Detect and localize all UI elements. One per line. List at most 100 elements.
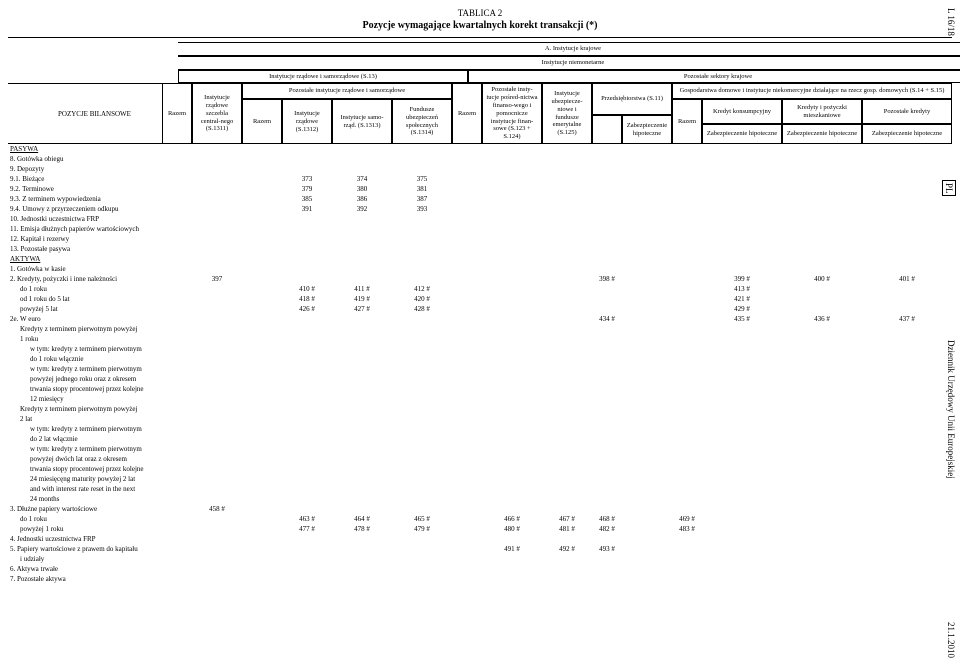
cell: 478 # [332,524,392,534]
row-2e3c: trwania stopy procentowej przez kolejne [8,384,162,394]
cell: 410 # [282,284,332,294]
cell: 421 # [702,294,782,304]
cell: 379 [282,184,332,194]
cell: 393 [392,204,452,214]
page-date: 21.1.2010 [942,622,956,658]
cell: 386 [332,194,392,204]
row-2e4b: 2 lat [8,414,162,424]
hdr-razem-1: Razem [162,83,192,144]
row-2: 2. Kredyty, pożyczki i inne należności [8,274,162,284]
cell: 373 [282,174,332,184]
row-2a: do 1 roku [8,284,162,294]
hdr-col2c: Instytucje samo-rząd. (S.1313) [332,99,392,144]
cell: 464 # [332,514,392,524]
cell: 465 # [392,514,452,524]
cell: 387 [392,194,452,204]
row-94: 9.4. Umowy z przyrzeczeniem odkupu [8,204,162,214]
row-3: 3. Dłużne papiery wartościowe [8,504,162,514]
row-2e6: w tym: kredyty z terminem pierwotnym [8,444,162,454]
row-8: 8. Gotówka obiegu [8,154,162,164]
hdr-col2a: Razem [242,99,282,144]
cell: 380 [332,184,392,194]
row-2b: od 1 roku do 5 lat [8,294,162,304]
table-title: Pozycje wymagające kwartalnych korekt tr… [8,20,952,31]
hdr-col3: Razem [452,83,482,144]
row-2e5: w tym: kredyty z terminem pierwotnym [8,424,162,434]
data-table: 373374375 379380381 385386387 391392393 … [162,144,952,584]
title-area: TABLICA 2 Pozycje wymagające kwartalnych… [8,8,952,31]
cell: 391 [282,204,332,214]
cell: 483 # [672,524,702,534]
hdr-col7a: Razem [672,99,702,144]
row-labels: PASYWA 8. Gotówka obiegu 9. Depozyty 9.1… [8,144,162,584]
row-2e: 2e. W euro [8,314,162,324]
cell: 480 # [482,524,542,534]
cell: 481 # [542,524,592,534]
row-2e6e: and with interest rate reset in the next [8,484,162,494]
row-pasywa: PASYWA [8,144,162,154]
row-2e3: w tym: kredyty z terminem pierwotnym [8,364,162,374]
cell: 398 # [592,274,622,284]
row-11: 11. Emisja dłużnych papierów wartościowy… [8,224,162,234]
cell: 399 # [702,274,782,284]
row-93: 9.3. Z terminem wypowiedzenia [8,194,162,204]
cell: 458 # [192,504,242,514]
row-2e1: Kredyty z terminem pierwotnym powyżej [8,324,162,334]
page-ref: L 16/18 [942,8,956,36]
cell: 397 [192,274,242,284]
cell: 492 # [542,544,592,554]
hdr-inst-rzad: Instytucje rządowe i samorządowe (S.13) [178,70,468,84]
cell: 436 # [782,314,862,324]
cell: 420 # [392,294,452,304]
row-9: 9. Depozyty [8,164,162,174]
row-2e6b: powyżej dwóch lat oraz z okresem [8,454,162,464]
cell: 469 # [672,514,702,524]
hdr-col7c2: Zabezpieczenie hipoteczne [782,124,862,144]
cell: 412 # [392,284,452,294]
cell: 466 # [482,514,542,524]
cell: 437 # [862,314,952,324]
cell: 429 # [702,304,782,314]
side-margin: L 16/18 PL Dziennik Urzędowy Unii Europe… [942,8,956,658]
cell: 374 [332,174,392,184]
cell: 435 # [702,314,782,324]
row-91: 9.1. Bieżące [8,174,162,184]
row-2e2b: do 1 roku włącznie [8,354,162,364]
row-7: 7. Pozostałe aktywa [8,574,162,584]
lang-code: PL [942,180,956,197]
row-13: 13. Pozostałe pasywa [8,244,162,254]
row-92: 9.2. Terminowe [8,184,162,194]
hdr-poz-sektory: Pozostałe sektory krajowe [468,70,960,84]
hdr-col7d2: Zabezpieczenie hipoteczne [862,124,952,144]
hdr-col4: Pozostałe insty-tucje pośred-nictwa fina… [482,83,542,144]
row-2e2: w tym: kredyty z terminem pierwotnym [8,344,162,354]
hdr-col7b: Kredyt konsumpcyjny [702,99,782,124]
hdr-pozycje: POZYCJE BILANSOWE [8,83,162,144]
row-2e6f: 24 months [8,494,162,504]
hdr-col2b: Instytucje rządowe (S.1312) [282,99,332,144]
cell: 479 # [392,524,452,534]
row-3a: do 1 roku [8,514,162,524]
journal-name: Dziennik Urzędowy Unii Europejskiej [942,340,956,479]
row-5: 5. Papiery wartościowe z prawem do kapit… [8,544,162,554]
cell: 463 # [282,514,332,524]
row-2e4: Kredyty z terminem pierwotnym powyżej [8,404,162,414]
cell: 381 [392,184,452,194]
cell: 467 # [542,514,592,524]
row-2e6d: 24 miesięcęng maturity powyżej 2 lat [8,474,162,484]
row-1: 1. Gotówka w kasie [8,264,162,274]
hdr-col7c: Kredyty i pożyczki mieszkaniowe [782,99,862,124]
row-3b: powyżej 1 roku [8,524,162,534]
hdr-col1: Instytucje rządowe szczebla central-nego… [192,83,242,144]
row-2c: powyżej 5 lat [8,304,162,314]
cell: 411 # [332,284,392,294]
cell: 413 # [702,284,782,294]
cell: 482 # [592,524,622,534]
cell: 426 # [282,304,332,314]
row-2e3b: powyżej jednego roku oraz z okresem [8,374,162,384]
table-name: TABLICA 2 [8,8,952,18]
cell: 419 # [332,294,392,304]
row-5b: i udziały [8,554,162,564]
hdr-inst-niemon: Instytucje niemonetarne [178,56,960,70]
hdr-grp7: Gospodarstwa domowe i instytucje niekome… [672,83,952,99]
